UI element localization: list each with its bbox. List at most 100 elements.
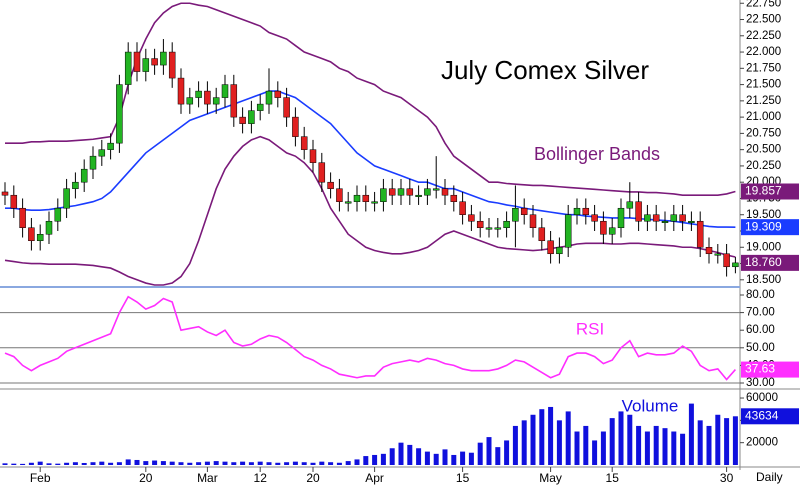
candle-body [248, 110, 255, 124]
close-last-label-box [741, 254, 799, 271]
volume-last-label-box [741, 408, 799, 425]
y-tick-label: 22.750 [746, 0, 781, 9]
x-tick-label: May [539, 471, 562, 485]
volume-bar [680, 433, 686, 465]
candle-body [388, 188, 396, 196]
candle-body [265, 90, 273, 105]
volume-bar [389, 448, 395, 465]
y-tick-label: 20.500 [746, 144, 781, 156]
volume-bar [240, 461, 246, 465]
candle-body [397, 188, 405, 196]
volume-bar [143, 461, 149, 465]
volume-last-label: 43634 [745, 408, 779, 422]
volume-annotation: Volume [622, 396, 679, 415]
volume-bar [715, 414, 721, 465]
candle-body [45, 220, 53, 235]
candle-body [424, 188, 431, 196]
volume-bar [64, 462, 70, 465]
volume-bar [732, 416, 738, 465]
candle-body [54, 207, 62, 222]
band-last-label-box [741, 219, 799, 236]
candle-body [239, 116, 246, 124]
candle-body [309, 149, 317, 163]
candle-body [714, 253, 722, 256]
volume-bar [460, 451, 466, 465]
y-tick-label: 21.250 [746, 95, 781, 107]
y-tick-label: 60000 [746, 392, 778, 404]
rsi-annotation: RSI [576, 319, 604, 338]
volume-bar [187, 462, 193, 465]
volume-bar [204, 461, 210, 465]
candle-body [503, 220, 510, 228]
volume-bar [556, 420, 562, 465]
volume-bar [688, 403, 694, 465]
y-tick-label: 80.00 [746, 289, 775, 301]
band-annotation: Bollinger Bands [534, 144, 660, 164]
candle-body [177, 77, 185, 105]
y-tick-label: 22.500 [746, 14, 781, 26]
volume-bar [169, 461, 175, 465]
candle-body [204, 90, 211, 105]
candle-body [98, 149, 106, 157]
volume-bar [222, 461, 228, 465]
volume-bar [618, 411, 624, 465]
rsi-line [4, 295, 736, 381]
x-tick-label: Mar [197, 471, 218, 485]
candle-body [230, 84, 238, 118]
volume-bar [55, 463, 61, 465]
volume-bar [266, 462, 272, 465]
volume-bar [512, 425, 518, 465]
volume-bar [574, 431, 580, 465]
volume-bar [310, 462, 316, 465]
candle-body [432, 188, 440, 191]
volume-bar [2, 463, 8, 465]
volume-bar [706, 425, 712, 465]
candle-body [283, 97, 290, 118]
volume-bar [724, 418, 730, 465]
volume-bar [662, 428, 668, 465]
candle-body [696, 220, 704, 248]
candle-body [89, 155, 97, 170]
x-tick-label: Feb [30, 471, 51, 485]
volume-bar [231, 462, 237, 465]
candle-body [80, 168, 88, 183]
volume-bar [20, 463, 26, 465]
volume-bar [213, 461, 219, 465]
y-tick-label: 20.250 [746, 160, 781, 172]
candle-body [459, 201, 466, 215]
volume-bar [292, 461, 298, 465]
y-tick-label: 60.00 [746, 324, 775, 336]
rsi-last-label: 37.63 [745, 362, 775, 376]
volume-bar [196, 462, 202, 465]
candle-body [608, 227, 616, 235]
candle-body [626, 201, 634, 209]
volume-bar [275, 462, 281, 465]
candle-body [406, 188, 414, 196]
candle-body [168, 51, 176, 79]
band-last-label-box [741, 183, 799, 200]
candle-body [652, 214, 660, 222]
candle-body [371, 201, 378, 204]
volume-bar [28, 462, 34, 465]
x-tick-label: 30 [720, 471, 734, 485]
volume-bar [486, 437, 492, 465]
volume-bar [530, 414, 536, 465]
candle-body [644, 214, 651, 222]
x-tick-label: 15 [456, 471, 470, 485]
candle-body [10, 194, 18, 209]
candle-body [661, 220, 669, 223]
candle-body [212, 97, 220, 105]
volume-bar [134, 459, 140, 465]
candle-body [28, 227, 35, 242]
volume-bar [46, 463, 52, 465]
candle-body [72, 181, 79, 189]
candle-body [705, 247, 713, 255]
volume-bar [416, 448, 422, 465]
volume-bar [116, 462, 122, 465]
volume-bar [468, 452, 474, 465]
y-tick-label: 20.750 [746, 127, 781, 139]
candle-body [353, 194, 361, 202]
y-tick-label: 19.500 [746, 209, 781, 221]
